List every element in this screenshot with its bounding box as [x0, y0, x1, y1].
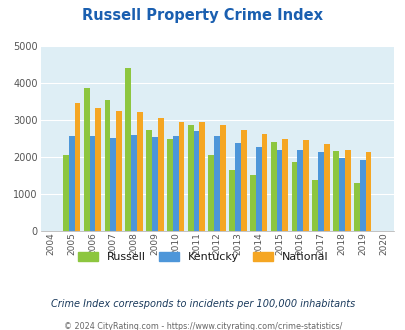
- Bar: [364, 152, 371, 231]
- Bar: [318, 152, 323, 231]
- Bar: [338, 158, 344, 231]
- Bar: [229, 170, 234, 231]
- Bar: [125, 68, 131, 231]
- Bar: [172, 136, 178, 231]
- Bar: [116, 111, 122, 231]
- Bar: [276, 150, 282, 231]
- Bar: [291, 162, 297, 231]
- Bar: [199, 122, 205, 231]
- Bar: [136, 112, 143, 231]
- Bar: [193, 131, 199, 231]
- Bar: [303, 140, 308, 231]
- Bar: [90, 136, 95, 231]
- Bar: [255, 147, 261, 231]
- Bar: [353, 183, 359, 231]
- Bar: [131, 135, 136, 231]
- Bar: [63, 155, 69, 231]
- Bar: [323, 144, 329, 231]
- Bar: [359, 160, 364, 231]
- Text: © 2024 CityRating.com - https://www.cityrating.com/crime-statistics/: © 2024 CityRating.com - https://www.city…: [64, 322, 341, 330]
- Bar: [234, 143, 240, 231]
- Bar: [208, 155, 214, 231]
- Text: Crime Index corresponds to incidents per 100,000 inhabitants: Crime Index corresponds to incidents per…: [51, 299, 354, 309]
- Bar: [69, 136, 75, 231]
- Bar: [297, 150, 303, 231]
- Bar: [249, 175, 255, 231]
- Bar: [282, 139, 288, 231]
- Bar: [110, 138, 116, 231]
- Bar: [240, 130, 246, 231]
- Legend: Russell, Kentucky, National: Russell, Kentucky, National: [73, 248, 332, 267]
- Bar: [83, 87, 90, 231]
- Bar: [261, 134, 267, 231]
- Bar: [95, 108, 101, 231]
- Bar: [158, 118, 163, 231]
- Bar: [311, 180, 318, 231]
- Bar: [151, 138, 158, 231]
- Bar: [187, 124, 193, 231]
- Bar: [270, 142, 276, 231]
- Bar: [104, 100, 110, 231]
- Bar: [178, 121, 184, 231]
- Bar: [146, 130, 151, 231]
- Bar: [214, 136, 220, 231]
- Bar: [333, 151, 338, 231]
- Bar: [166, 139, 172, 231]
- Text: Russell Property Crime Index: Russell Property Crime Index: [82, 8, 323, 23]
- Bar: [75, 104, 80, 231]
- Bar: [344, 150, 350, 231]
- Bar: [220, 124, 225, 231]
